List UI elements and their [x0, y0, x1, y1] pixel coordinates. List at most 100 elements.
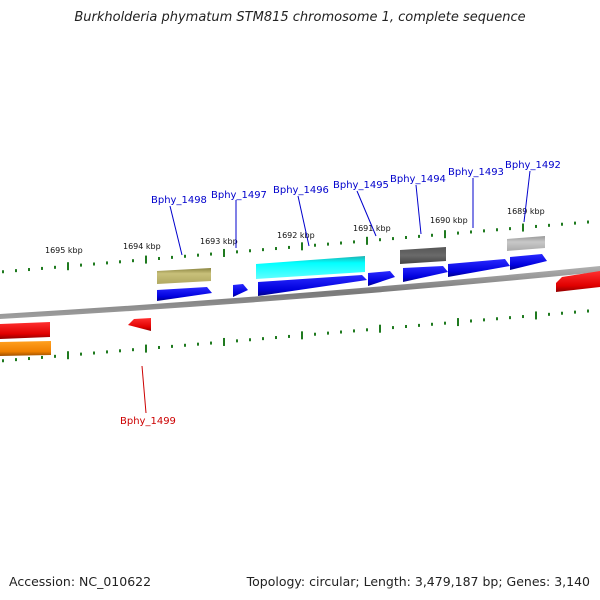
upper-scale-tick [119, 260, 121, 264]
upper-feature-row [157, 236, 545, 284]
upper-scale-tick [535, 224, 537, 228]
lower-scale-tick [301, 331, 303, 340]
upper-scale-tick [288, 245, 290, 249]
upper-scale-tick [275, 247, 277, 251]
topology-text: Topology: circular; Length: 3,479,187 bp… [246, 574, 590, 589]
lower-scale-tick [561, 311, 563, 315]
lower-scale-tick [275, 336, 277, 340]
gene-label-bphy-1499[interactable]: Bphy_1499 [120, 416, 176, 427]
lower-scale-tick [522, 315, 524, 319]
upper-scale-tick [444, 230, 446, 239]
kbp-label-1693: 1693 kbp [200, 237, 238, 246]
gene-label-bphy-1498[interactable]: Bphy_1498 [151, 195, 207, 206]
lower-scale-tick [41, 355, 43, 359]
lower-scale-tick [392, 326, 394, 330]
lower-scale-tick [15, 358, 17, 362]
upper-scale-tick [379, 238, 381, 242]
gene-arrow-bphy-1495[interactable] [368, 271, 395, 286]
upper-scale-tick [561, 222, 563, 226]
kbp-label-1690: 1690 kbp [430, 216, 468, 225]
upper-scale-tick [457, 231, 459, 235]
lower-scale-tick [431, 322, 433, 326]
lower-scale-tick [80, 352, 82, 356]
lower-scale-tick [93, 351, 95, 355]
gene-label-bphy-1497[interactable]: Bphy_1497 [211, 190, 267, 201]
gene-arrow-bphy-1496[interactable] [258, 275, 367, 296]
upper-scale-tick [327, 242, 329, 246]
kbp-labels: 1695 kbp 1694 kbp 1693 kbp 1692 kbp 1691… [45, 207, 545, 255]
lower-scale-tick [366, 328, 368, 332]
lower-scale-tick [184, 343, 186, 347]
upper-scale-tick [184, 254, 186, 258]
gene-label-bphy-1492[interactable]: Bphy_1492 [505, 160, 561, 171]
upper-scale-tick [249, 249, 251, 253]
upper-scale-tick [223, 248, 225, 257]
upper-scale-tick [574, 221, 576, 225]
gene-arrow-red-left[interactable] [0, 322, 50, 339]
upper-scale-tick [470, 230, 472, 234]
upper-scale-tick [171, 255, 173, 259]
lower-scale-tick [340, 330, 342, 334]
leader-bphy-1498 [169, 205, 183, 256]
upper-scale-tick [340, 241, 342, 245]
upper-scale-tick [353, 240, 355, 244]
accession-text: Accession: NC_010622 [9, 574, 152, 589]
leader-bphy-1495 [356, 190, 377, 237]
gene-arrow-bphy-1499[interactable] [128, 318, 151, 331]
lower-scale-tick [158, 345, 160, 349]
gene-arrow-orange-left[interactable] [0, 341, 51, 356]
lower-scale-tick [2, 359, 4, 363]
lower-scale-tick [210, 341, 212, 345]
lower-scale-tick [457, 318, 459, 327]
feature-dark-gray[interactable] [400, 247, 446, 264]
gene-label-bphy-1494[interactable]: Bphy_1494 [390, 174, 446, 185]
upper-scale-track [2, 220, 589, 274]
gene-arrow-bphy-1494[interactable] [403, 266, 448, 282]
feature-light-gray[interactable] [507, 236, 545, 251]
upper-scale-tick [314, 243, 316, 247]
lower-scale-tick [574, 310, 576, 314]
lower-scale-tick [106, 350, 108, 354]
leader-bphy-1492 [523, 170, 531, 223]
kbp-label-1694: 1694 kbp [123, 242, 161, 251]
lower-scale-tick [314, 332, 316, 336]
lower-scale-tick [587, 309, 589, 313]
gene-arrow-bphy-1497[interactable] [233, 284, 248, 297]
gene-arrow-bphy-1492[interactable] [510, 254, 547, 270]
feature-cyan[interactable] [256, 256, 365, 279]
upper-scale-tick [587, 220, 589, 224]
upper-scale-tick [132, 259, 134, 263]
lower-scale-tick [249, 338, 251, 342]
lower-scale-tick [405, 324, 407, 328]
lower-scale-tick [119, 349, 121, 353]
upper-scale-tick [28, 268, 30, 272]
upper-scale-tick [106, 261, 108, 265]
upper-scale-tick [431, 233, 433, 237]
lower-scale-track [2, 309, 589, 363]
leader-bphy-1496 [297, 195, 310, 247]
leader-bphy-1494 [415, 184, 422, 235]
upper-scale-tick [2, 270, 4, 274]
gene-arrow-bphy-1493[interactable] [448, 259, 510, 277]
upper-scale-tick [210, 252, 212, 256]
upper-scale-tick [15, 269, 17, 273]
gene-label-bphy-1495[interactable]: Bphy_1495 [333, 180, 389, 191]
lower-scale-tick [132, 348, 134, 352]
upper-scale-tick [418, 234, 420, 238]
gene-label-bphy-1493[interactable]: Bphy_1493 [448, 167, 504, 178]
feature-olive[interactable] [157, 268, 211, 284]
lower-scale-tick [288, 334, 290, 338]
gene-arrow-red-right[interactable] [556, 271, 600, 292]
gene-label-bphy-1496[interactable]: Bphy_1496 [273, 185, 329, 196]
upper-scale-tick [67, 262, 69, 271]
lower-scale-tick [327, 331, 329, 335]
gene-arrow-bphy-1498[interactable] [157, 287, 212, 301]
upper-scale-tick [496, 228, 498, 232]
lower-scale-tick [54, 354, 56, 358]
gene-labels: Bphy_1498 Bphy_1497 Bphy_1496 Bphy_1495 … [120, 160, 561, 427]
upper-scale-tick [236, 250, 238, 254]
upper-scale-tick [80, 263, 82, 267]
upper-scale-tick [145, 255, 147, 264]
kbp-label-1689: 1689 kbp [507, 207, 545, 216]
